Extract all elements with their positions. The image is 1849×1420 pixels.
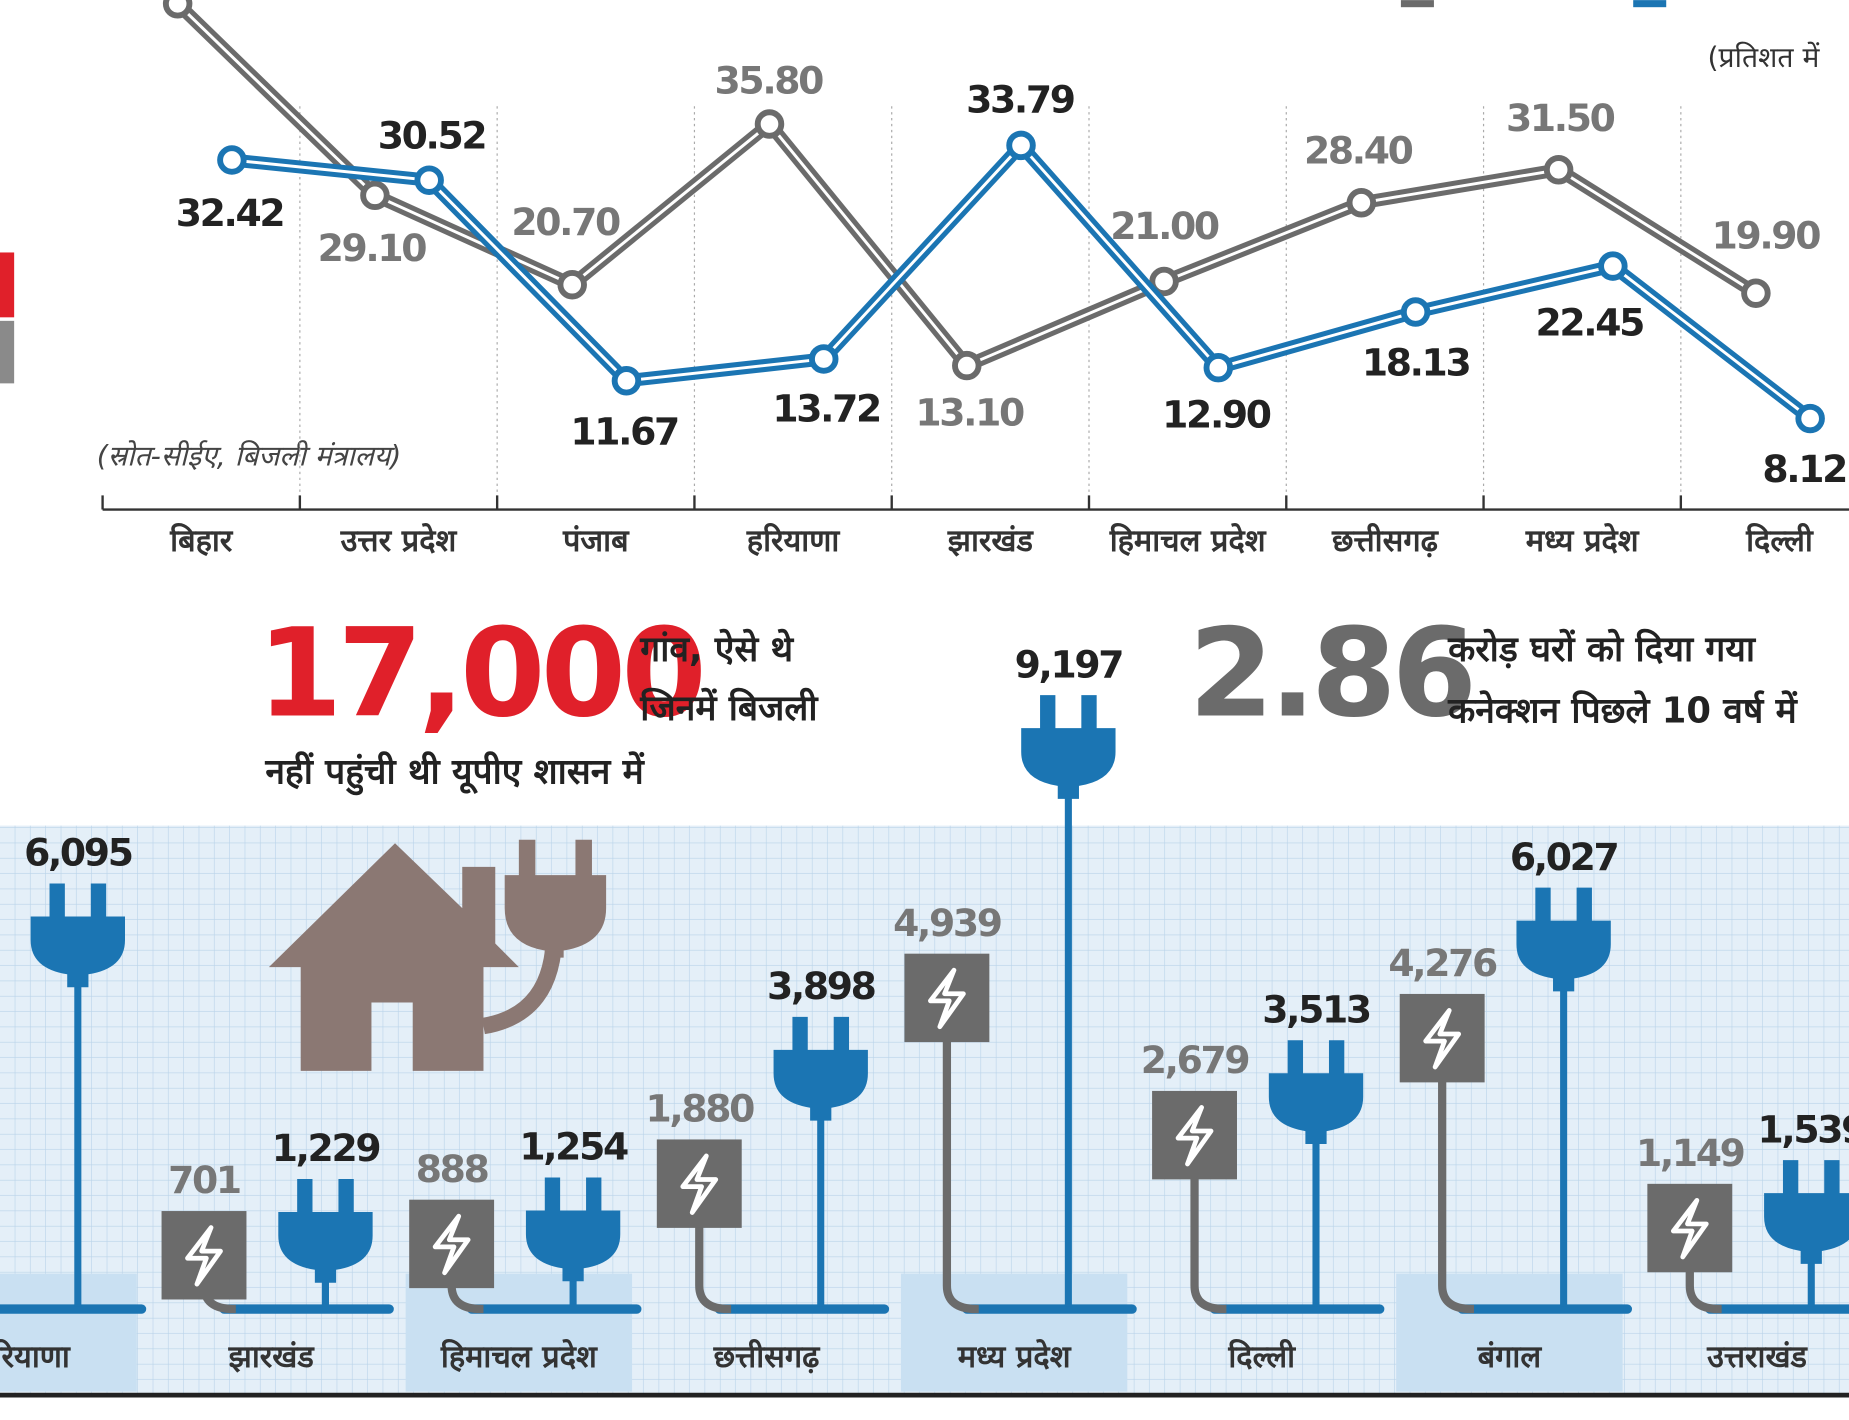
point [1404, 300, 1428, 324]
data-label: 1,880 [646, 1087, 755, 1131]
data-label: 4,276 [1388, 941, 1497, 985]
data-label: 1,149 [1636, 1131, 1744, 1175]
x-tick-label: उत्तराखंड [1706, 1340, 1808, 1375]
x-tick-label: पंजाब [562, 524, 630, 559]
data-label: 28.40 [1304, 129, 1413, 173]
data-label: 21.00 [1110, 204, 1219, 248]
data-label: 35.80 [715, 58, 824, 102]
x-tick-label: हिमाचल प्रदेश [1109, 523, 1267, 559]
data-label: 22.45 [1536, 301, 1644, 345]
unit-note: (प्रतिशत में [1707, 41, 1820, 74]
data-label: 30.52 [378, 113, 486, 157]
x-tick-label: हरियाणा [746, 523, 841, 559]
meter-box [1647, 1184, 1732, 1272]
meter-box [409, 1200, 494, 1288]
data-label: 11.67 [570, 409, 678, 453]
x-tick-label: दिल्ली [1745, 523, 1814, 559]
meter-box [657, 1139, 742, 1227]
point [812, 347, 836, 371]
data-label: 1,539 [1758, 1107, 1849, 1151]
x-tick-label: बिहार [169, 523, 234, 559]
data-label: 29.10 [318, 226, 427, 270]
data-label: 888 [416, 1147, 488, 1191]
point [1547, 158, 1571, 182]
point [758, 112, 782, 136]
x-tick-label: मध्य प्रदेश [1525, 523, 1640, 559]
point [166, 0, 190, 16]
point [417, 168, 441, 192]
point [1798, 407, 1822, 431]
data-label: 2,679 [1141, 1038, 1249, 1082]
x-tick-label: उत्तर प्रदेश [340, 523, 458, 559]
x-tick-label: झारखंड [947, 524, 1035, 559]
data-label: 32.42 [176, 191, 284, 235]
infographic: (प्रतिशत में (स्रोत-सीईए, बिजली मंत्रालय… [0, 0, 1849, 1420]
meter-box [1400, 994, 1485, 1082]
point [615, 369, 639, 393]
data-label: 6,027 [1510, 835, 1618, 879]
headline-number: 17,000 [257, 601, 702, 744]
data-label: 19.90 [1712, 213, 1821, 257]
headline-text: जिनमें बिजली [639, 687, 819, 729]
x-tick-label: छत्तीसगढ़ [1331, 523, 1440, 559]
x-tick-label: दिल्ली [1227, 1339, 1296, 1375]
legend-swatch [0, 321, 14, 383]
x-tick-label: बंगाल [1477, 1340, 1543, 1375]
data-label: 13.10 [915, 391, 1024, 435]
data-label: 9,197 [1015, 642, 1123, 686]
point [363, 184, 387, 208]
data-label: 1,254 [519, 1125, 628, 1169]
headline-text: गांव, ऐसे थे [639, 628, 794, 670]
headline-number: 2.86 [1189, 601, 1473, 744]
data-label: 8.12 [1762, 447, 1846, 491]
legend-swatch [1401, 0, 1434, 7]
data-label: 3,898 [767, 964, 875, 1008]
x-tick-label: झारखंड [228, 1340, 316, 1375]
point [1601, 254, 1625, 278]
meter-box [162, 1211, 247, 1299]
data-label: 6,095 [24, 831, 132, 875]
data-label: 20.70 [511, 200, 620, 244]
x-tick-label: छत्तीसगढ़ [713, 1339, 822, 1375]
point [1744, 281, 1768, 305]
point [560, 273, 584, 297]
point [1009, 134, 1033, 158]
data-label: 33.79 [966, 77, 1074, 121]
meter-box [904, 954, 989, 1042]
x-tick-label: मध्य प्रदेश [957, 1339, 1072, 1375]
data-label: 12.90 [1162, 393, 1271, 437]
headline-text: नहीं पहुंची थी यूपीए शासन में [264, 751, 645, 796]
data-label: 1,229 [272, 1126, 380, 1170]
point [1207, 356, 1231, 380]
data-label: 31.50 [1506, 96, 1615, 140]
meter-box [1152, 1091, 1237, 1179]
x-tick-label: हरियाणा [0, 1339, 71, 1375]
legend-swatch [1633, 0, 1666, 7]
headline-text: कनेक्शन पिछले 10 वर्ष में [1447, 689, 1799, 731]
headline-text: करोड़ घरों को दिया गया [1447, 628, 1757, 670]
point [220, 148, 244, 172]
data-label: 13.72 [772, 386, 880, 430]
legend-swatch [0, 252, 14, 317]
point [955, 354, 979, 378]
plug [1021, 695, 1115, 799]
data-label: 4,939 [893, 901, 1001, 945]
data-label: 701 [168, 1158, 240, 1202]
point [1350, 191, 1374, 215]
x-tick-label: हिमाचल प्रदेश [440, 1339, 598, 1375]
data-label: 18.13 [1362, 341, 1470, 385]
data-label: 3,513 [1262, 987, 1370, 1031]
source-note: (स्रोत-सीईए, बिजली मंत्रालय) [97, 440, 402, 473]
